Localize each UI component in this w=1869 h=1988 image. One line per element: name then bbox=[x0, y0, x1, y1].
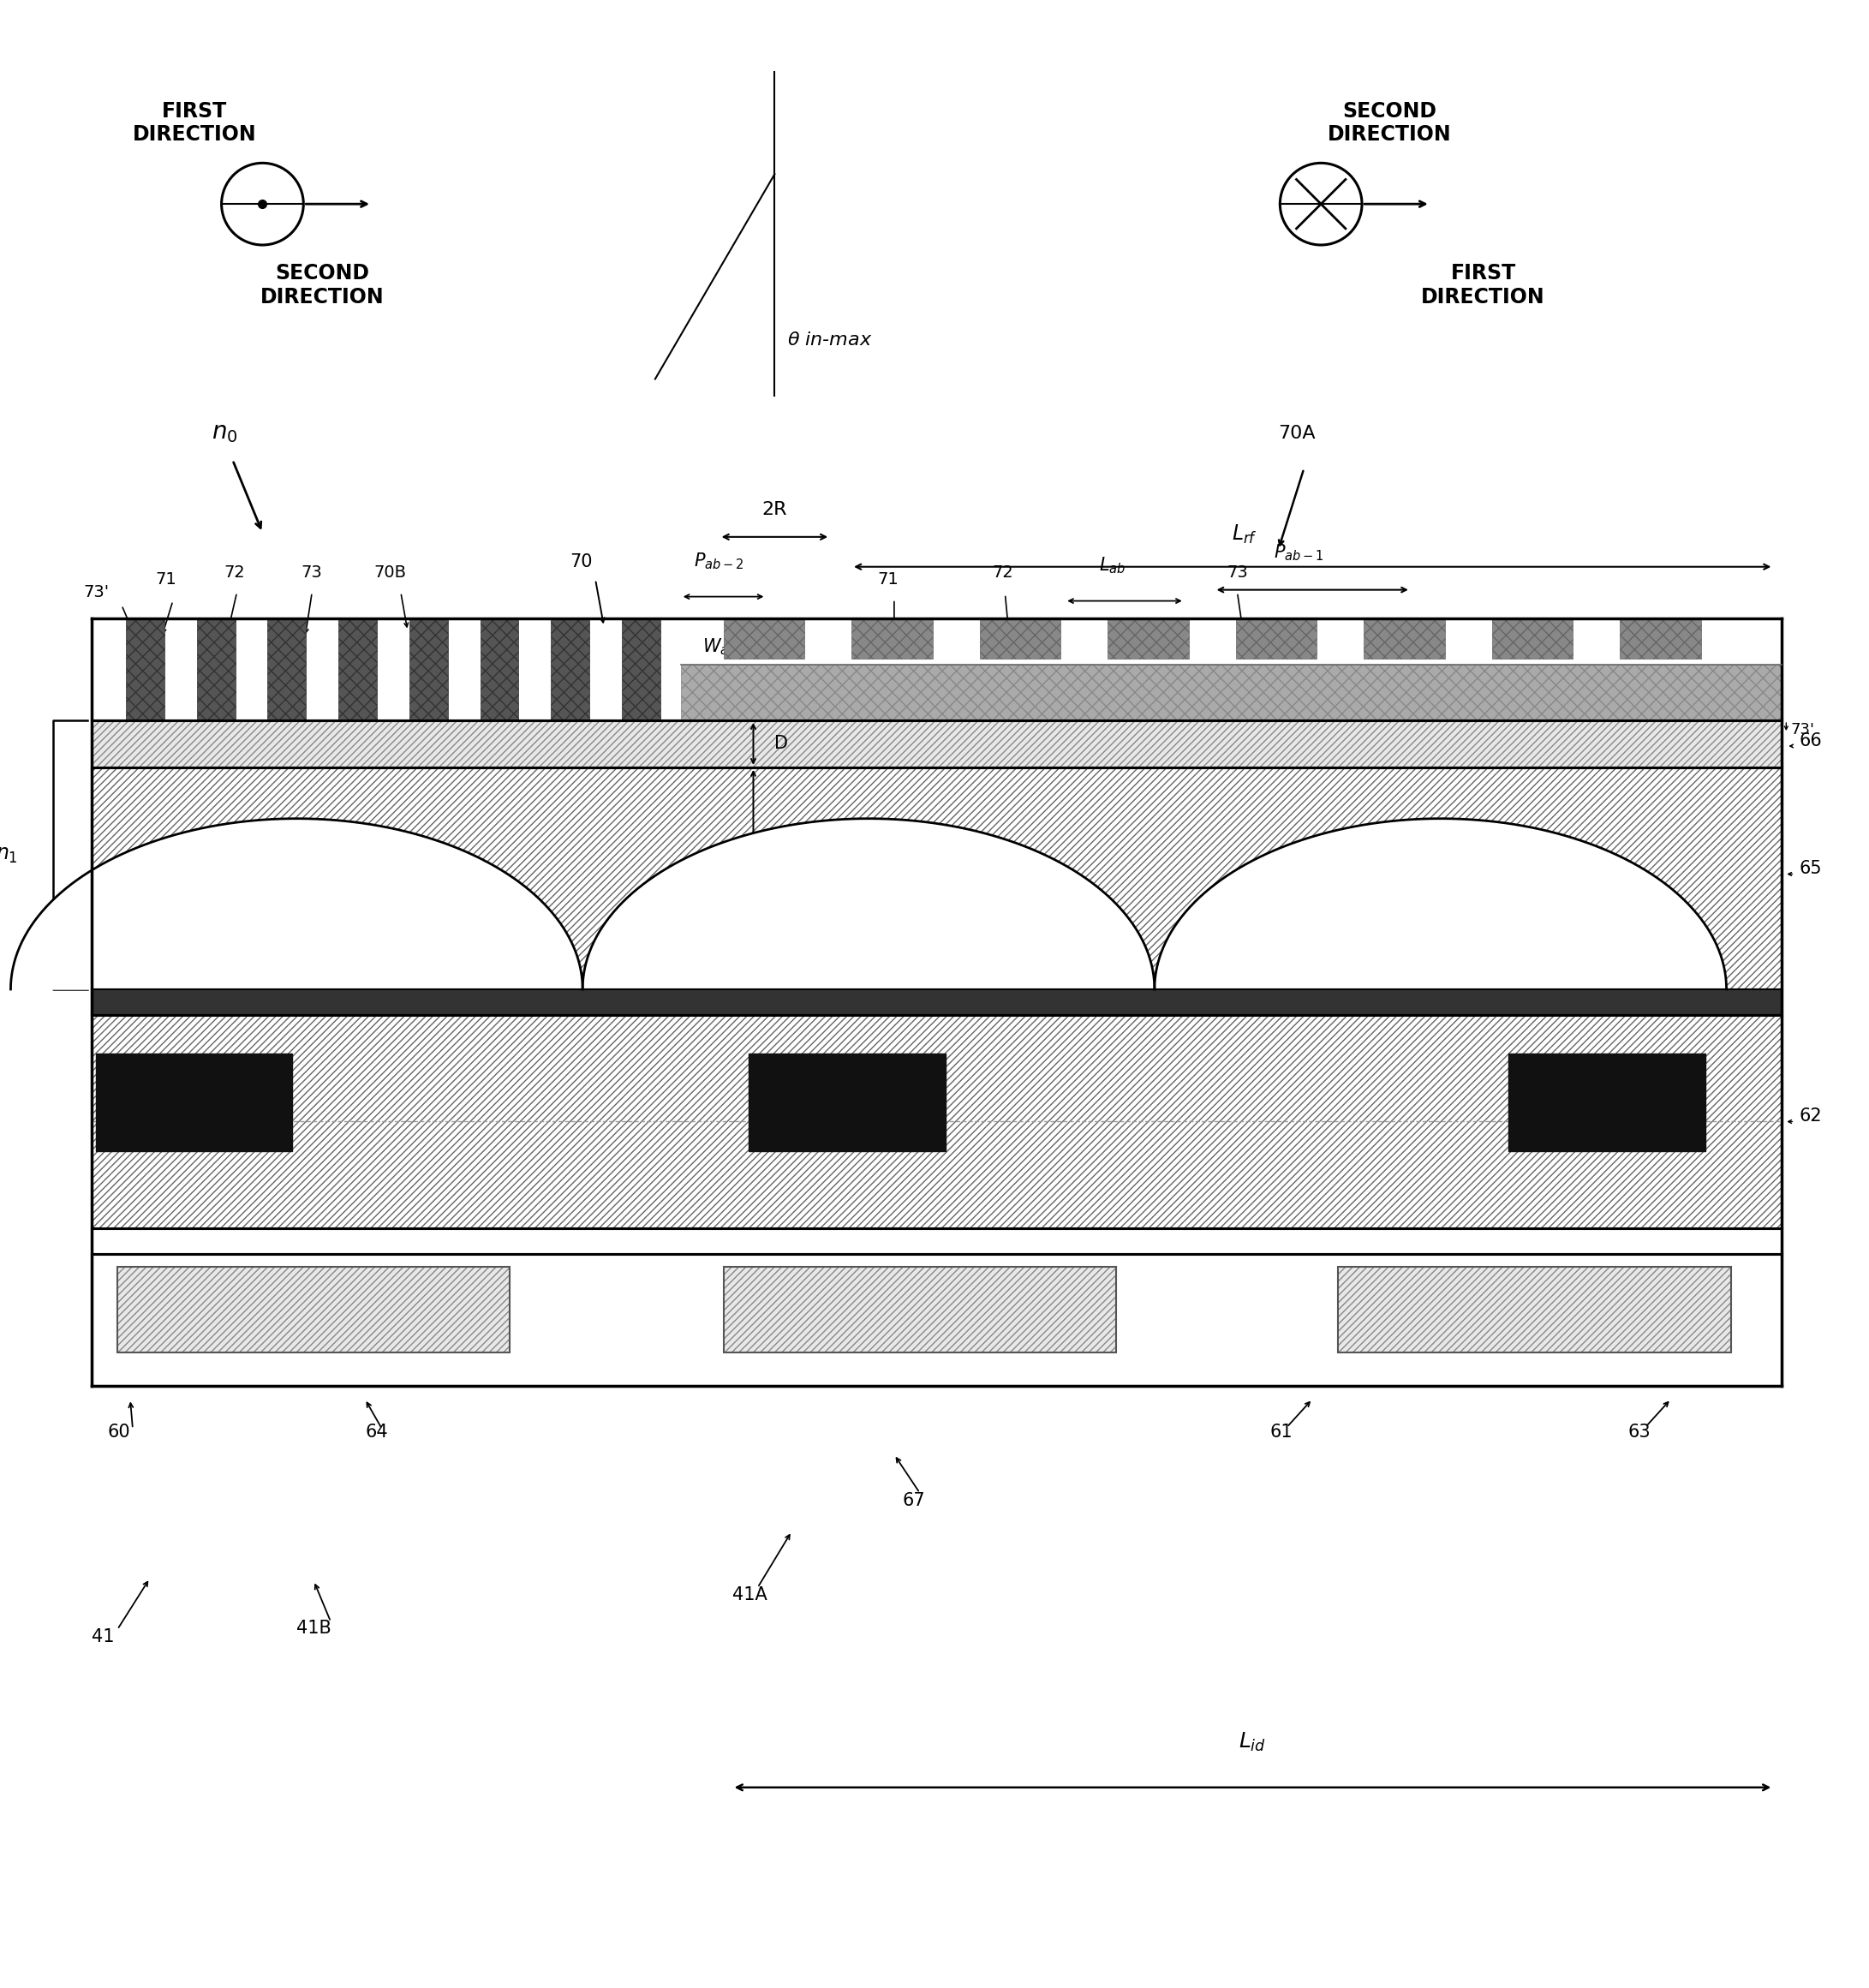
Text: 73': 73' bbox=[84, 584, 108, 600]
Bar bbox=[723, 618, 804, 658]
Text: 71: 71 bbox=[877, 571, 899, 586]
Text: $L_{id}$: $L_{id}$ bbox=[1239, 1732, 1267, 1753]
Bar bbox=[723, 1266, 1116, 1352]
Bar bbox=[125, 618, 164, 720]
Bar bbox=[92, 1016, 1781, 1229]
Bar bbox=[92, 1254, 1781, 1386]
Text: 41: 41 bbox=[92, 1628, 114, 1646]
Bar bbox=[1338, 1266, 1731, 1352]
Bar bbox=[1491, 618, 1574, 658]
Text: $W_{ab}$: $W_{ab}$ bbox=[703, 636, 736, 656]
Text: 70B: 70B bbox=[374, 565, 406, 580]
Text: $L_{rf}$: $L_{rf}$ bbox=[1232, 523, 1258, 545]
Bar bbox=[92, 990, 1781, 1016]
Bar bbox=[680, 664, 1781, 720]
Text: $\theta$ in-max: $\theta$ in-max bbox=[787, 332, 873, 348]
Text: D: D bbox=[774, 736, 789, 751]
Text: 64: 64 bbox=[364, 1423, 387, 1441]
Bar bbox=[92, 767, 1781, 990]
Text: 41A: 41A bbox=[733, 1586, 766, 1602]
Text: 61: 61 bbox=[1269, 1423, 1293, 1441]
Text: $n_1$: $n_1$ bbox=[0, 845, 17, 865]
Bar bbox=[1364, 618, 1445, 658]
Text: 72: 72 bbox=[992, 565, 1013, 580]
Bar bbox=[118, 1266, 510, 1352]
Bar bbox=[267, 618, 307, 720]
Bar bbox=[1508, 1054, 1705, 1151]
Text: 73: 73 bbox=[301, 565, 321, 580]
Text: 65: 65 bbox=[1800, 861, 1822, 877]
Bar bbox=[551, 618, 589, 720]
Bar bbox=[1620, 618, 1701, 658]
Text: 63: 63 bbox=[1628, 1423, 1650, 1441]
Bar bbox=[1235, 618, 1316, 658]
Text: $n_0$: $n_0$ bbox=[211, 421, 237, 445]
Text: 70: 70 bbox=[570, 553, 592, 571]
Bar bbox=[196, 618, 235, 720]
Text: 66: 66 bbox=[1800, 732, 1822, 749]
Text: SECOND
DIRECTION: SECOND DIRECTION bbox=[1327, 101, 1450, 145]
Text: 2R: 2R bbox=[763, 501, 787, 519]
Bar bbox=[1338, 1266, 1731, 1352]
Bar bbox=[409, 618, 449, 720]
Bar bbox=[749, 1054, 946, 1151]
Bar bbox=[852, 618, 933, 658]
Text: S: S bbox=[716, 871, 727, 887]
Bar bbox=[92, 720, 1781, 767]
Text: $P_{ab-1}$: $P_{ab-1}$ bbox=[1275, 543, 1325, 563]
Text: SECOND
DIRECTION: SECOND DIRECTION bbox=[260, 262, 385, 308]
Bar bbox=[95, 1054, 292, 1151]
Bar bbox=[979, 618, 1060, 658]
Text: FIRST
DIRECTION: FIRST DIRECTION bbox=[133, 101, 256, 145]
Bar bbox=[118, 1266, 510, 1352]
Text: $L_{ab}$: $L_{ab}$ bbox=[1099, 555, 1125, 577]
Text: 67: 67 bbox=[903, 1493, 925, 1509]
Bar bbox=[1108, 618, 1189, 658]
Text: 70A: 70A bbox=[1278, 425, 1316, 441]
Text: 73': 73' bbox=[1791, 722, 1815, 738]
Bar bbox=[480, 618, 518, 720]
Text: $P_{ab-2}$: $P_{ab-2}$ bbox=[693, 551, 744, 573]
Text: FIRST
DIRECTION: FIRST DIRECTION bbox=[1420, 262, 1546, 308]
Text: 60: 60 bbox=[107, 1423, 131, 1441]
Text: 72: 72 bbox=[224, 565, 245, 580]
Polygon shape bbox=[1155, 819, 1727, 990]
Text: 71: 71 bbox=[155, 571, 178, 586]
Bar bbox=[338, 618, 378, 720]
Bar bbox=[622, 618, 660, 720]
Polygon shape bbox=[583, 819, 1155, 990]
Text: 62: 62 bbox=[1800, 1107, 1822, 1125]
Polygon shape bbox=[11, 819, 583, 990]
Text: 73: 73 bbox=[1228, 565, 1248, 580]
Bar bbox=[723, 1266, 1116, 1352]
Text: 41B: 41B bbox=[297, 1620, 331, 1638]
